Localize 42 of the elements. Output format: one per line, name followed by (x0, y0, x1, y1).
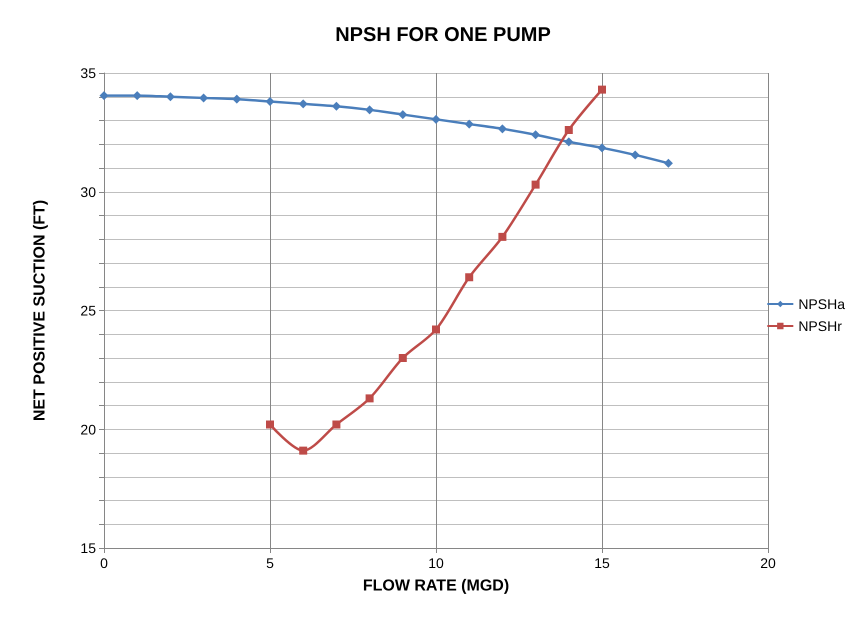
x-tick-label: 15 (594, 555, 610, 571)
y-tick-label: 35 (80, 65, 96, 81)
point (398, 354, 407, 362)
point (598, 86, 606, 94)
chart-title: NPSH FOR ONE PUMP (335, 24, 551, 46)
x-tick-label: 0 (100, 555, 108, 571)
point (432, 326, 440, 334)
point (366, 394, 374, 402)
y-tick-label: 20 (80, 421, 96, 438)
point (532, 180, 540, 189)
point (365, 105, 374, 114)
point (564, 126, 573, 134)
point (498, 124, 507, 134)
y-axis-title: NET POSITIVE SUCTION (FT) (32, 200, 48, 422)
legend-label: NPSHa (798, 296, 846, 312)
point (166, 92, 175, 102)
point (664, 158, 673, 168)
point (299, 446, 308, 455)
legend-label: NPSHr (798, 318, 842, 334)
x-axis-title: FLOW RATE (MGD) (362, 578, 510, 594)
x-tick-label: 20 (760, 555, 776, 571)
point (266, 97, 274, 106)
point (498, 232, 506, 241)
point (598, 143, 606, 152)
point (298, 99, 308, 108)
point (232, 94, 242, 104)
point (464, 120, 474, 129)
point (465, 273, 474, 282)
point (564, 137, 574, 146)
y-tick-label: 15 (80, 540, 96, 556)
point (630, 150, 640, 160)
point (332, 102, 341, 111)
y-tick-label: 30 (80, 184, 96, 200)
x-tick-label: 10 (428, 555, 444, 571)
y-tick-label: 25 (80, 302, 96, 318)
point (332, 420, 340, 428)
point (531, 130, 540, 140)
x-tick-label: 5 (266, 555, 274, 571)
point (100, 91, 108, 100)
point (398, 110, 408, 120)
point (432, 114, 440, 124)
point (266, 420, 274, 428)
